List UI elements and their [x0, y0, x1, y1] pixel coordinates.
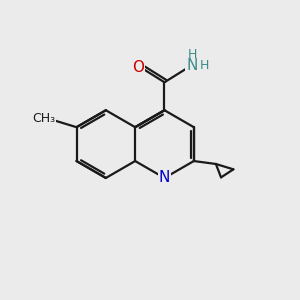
- Text: O: O: [132, 60, 144, 75]
- Text: CH₃: CH₃: [33, 112, 56, 125]
- Text: N: N: [159, 170, 170, 185]
- Text: N: N: [187, 58, 198, 73]
- Text: H: H: [199, 59, 208, 72]
- Text: H: H: [188, 48, 197, 61]
